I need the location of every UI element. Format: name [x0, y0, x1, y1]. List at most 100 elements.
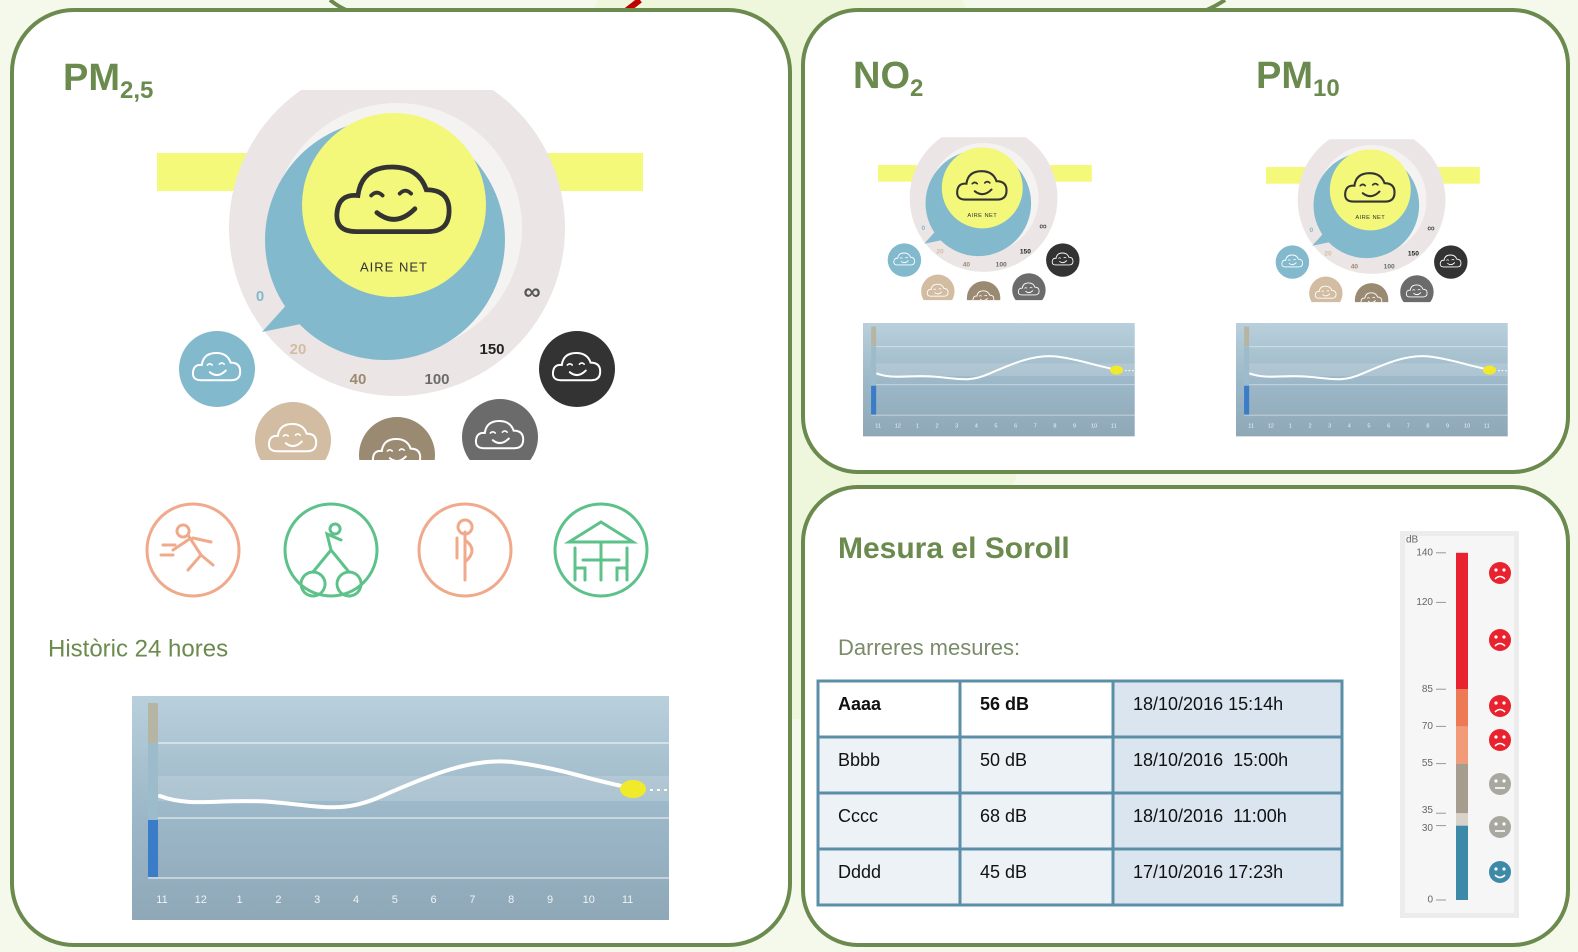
history-chart: 11121234567891011: [132, 696, 669, 920]
face-icon: [1489, 816, 1511, 838]
hour-label: 1: [237, 894, 243, 906]
hour-label: 9: [1073, 424, 1076, 430]
table-text: 18/10/2016 15:14h: [1133, 694, 1283, 714]
hour-label: 4: [975, 424, 978, 430]
level-bar: [148, 820, 158, 877]
gauge-scale-label: 150: [1020, 248, 1031, 255]
hour-label: 7: [1034, 424, 1037, 430]
hour-label: 2: [936, 424, 939, 430]
face: [1489, 629, 1511, 651]
title-subscript: 2,5: [120, 77, 153, 104]
table-text: 17/10/2016 17:23h: [1133, 862, 1283, 882]
face-eye: [1502, 735, 1505, 738]
gauge-scale-label: 0: [921, 225, 925, 232]
face-eye: [1494, 779, 1497, 782]
gauge-label: AIRE NET: [1355, 215, 1385, 221]
table-text: Bbbb: [838, 750, 880, 770]
hour-label: 1: [916, 424, 919, 430]
level-icon: [179, 331, 255, 407]
hour-label: 8: [1053, 424, 1056, 430]
face-eye: [1494, 635, 1497, 638]
scale-tick-label: 30: [1422, 823, 1434, 834]
table-text: Aaaa: [838, 694, 882, 714]
table-text: Dddd: [838, 862, 881, 882]
face-icon: [1489, 629, 1511, 651]
gauge-scale-label: ∞: [1427, 222, 1435, 234]
hour-label: 2: [1309, 424, 1312, 430]
scale-tick-label: 120: [1416, 597, 1433, 608]
gauge-scale-label: ∞: [1039, 220, 1047, 232]
scale-segment: [1456, 826, 1468, 900]
page: {"panels": { "pm25": {"title": "PM", "su…: [0, 0, 1578, 952]
face-icon: [1489, 861, 1511, 883]
current-dot: [1110, 366, 1123, 375]
hour-label: 3: [314, 894, 320, 906]
title-text: NO: [853, 55, 910, 97]
face-eye: [1502, 701, 1505, 704]
gauge-scale-label: 100: [424, 371, 449, 388]
scale-segment: [1456, 553, 1468, 689]
face-icon: [1489, 562, 1511, 584]
level-icon: [539, 331, 615, 407]
hour-label: 10: [1091, 424, 1097, 430]
gauge-scale-label: 20: [936, 248, 944, 255]
face-eye: [1502, 635, 1505, 638]
gauge-scale-label: 150: [479, 341, 504, 358]
level-bar: [1244, 327, 1249, 347]
face: [1489, 816, 1511, 838]
hour-label: 5: [392, 894, 398, 906]
gauge-scale-label: 100: [996, 262, 1007, 269]
hour-label: 11: [156, 894, 167, 906]
face-eye: [1502, 822, 1505, 825]
chart-bg: [132, 696, 669, 920]
hour-label: 12: [195, 894, 207, 906]
level-bar: [1244, 347, 1249, 386]
section-title: Mesura el Soroll: [838, 532, 1070, 565]
title-text: PM: [1256, 55, 1313, 97]
gauge-scale-label: ∞: [523, 278, 540, 305]
hour-label: 11: [875, 424, 881, 430]
title-subscript: 10: [1313, 75, 1340, 102]
scale-unit: dB: [1406, 535, 1419, 546]
hour-label: 6: [431, 894, 437, 906]
level-bar: [871, 327, 876, 347]
history-chart: 11121234567891011: [1236, 323, 1508, 436]
table-text: Cccc: [838, 806, 878, 826]
title-subscript: 2: [910, 75, 923, 102]
face: [1489, 773, 1511, 795]
hour-label: 8: [1426, 424, 1429, 430]
gauge-scale-label: 0: [1309, 227, 1313, 234]
face: [1489, 861, 1511, 883]
gauge-scale-label: 150: [1408, 250, 1419, 257]
scale-tick-label: 0: [1427, 895, 1433, 906]
hour-label: 5: [1367, 424, 1370, 430]
level-icon: [888, 243, 921, 276]
hour-label: 7: [469, 894, 475, 906]
hour-label: 5: [994, 424, 997, 430]
table-text: 50 dB: [980, 750, 1027, 770]
scale-tick-label: 140: [1416, 547, 1433, 558]
face-eye: [1494, 735, 1497, 738]
level-bar: [871, 347, 876, 386]
hour-label: 11: [1484, 424, 1490, 430]
face-icon: [1489, 773, 1511, 795]
hour-label: 8: [508, 894, 514, 906]
face-eye: [1494, 701, 1497, 704]
gauge-scale-label: 20: [290, 341, 307, 358]
table-text: 18/10/2016 11:00h: [1133, 806, 1287, 826]
scale-segment: [1456, 764, 1468, 814]
hour-label: 4: [1348, 424, 1351, 430]
hour-label: 6: [1014, 424, 1017, 430]
level-icon: [1434, 245, 1467, 278]
level-bar: [871, 386, 876, 415]
face-eye: [1502, 779, 1505, 782]
table-text: 56 dB: [980, 694, 1029, 714]
section-title: Històric 24 hores: [48, 635, 228, 662]
gauge-label: AIRE NET: [360, 259, 428, 274]
hour-label: 10: [1464, 424, 1470, 430]
hour-label: 11: [1248, 424, 1254, 430]
table-text: 18/10/2016 15:00h: [1133, 750, 1288, 770]
table-text: 68 dB: [980, 806, 1027, 826]
hour-label: 3: [1328, 424, 1331, 430]
face-eye: [1502, 568, 1505, 571]
